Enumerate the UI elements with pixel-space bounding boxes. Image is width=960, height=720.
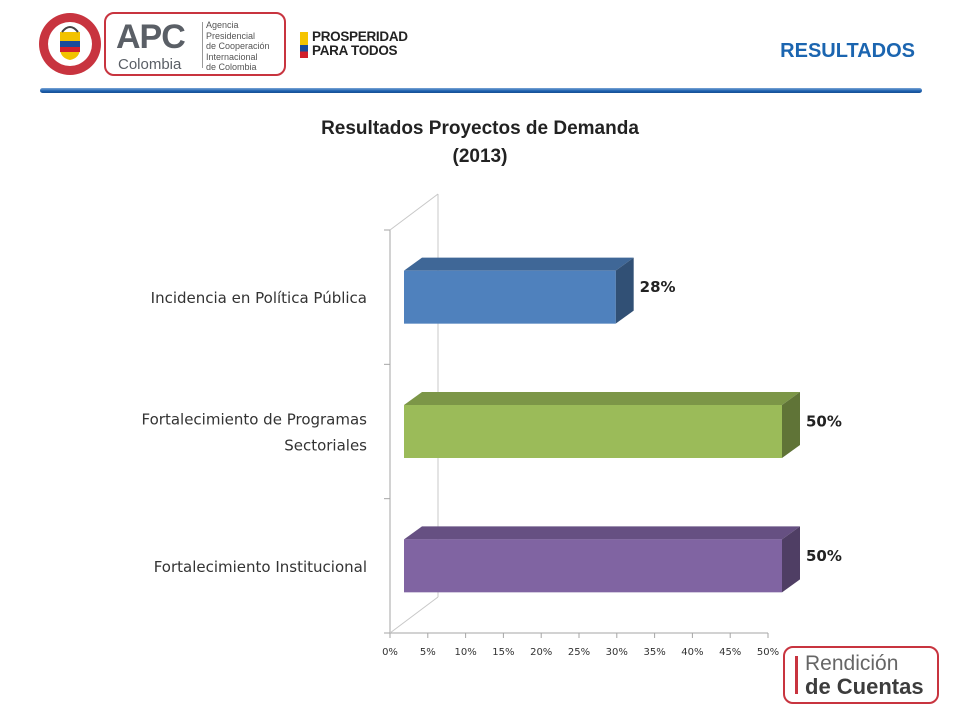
bar — [404, 405, 782, 458]
header: APC Colombia Agencia Presidencial de Coo… — [0, 0, 960, 100]
x-tick-label: 0% — [382, 647, 398, 658]
bar-side — [615, 257, 634, 324]
bar — [404, 270, 616, 324]
category-label: Sectoriales — [284, 437, 367, 455]
apc-line: Internacional — [206, 51, 258, 62]
bar-top — [404, 526, 800, 540]
apc-logo-separator — [202, 22, 203, 68]
rendicion-line-1: Rendición — [805, 652, 899, 675]
apc-logo-letters: APC — [116, 18, 186, 56]
rendicion-logo: Rendición de Cuentas — [783, 646, 939, 704]
bar-top — [404, 257, 634, 271]
prosperidad-line: PROSPERIDAD — [312, 29, 408, 44]
rendicion-bar — [795, 656, 798, 694]
x-tick-label: 50% — [757, 647, 779, 658]
chart-title: Resultados Proyectos de Demanda — [321, 118, 639, 139]
x-tick-label: 30% — [606, 647, 628, 658]
category-label: Fortalecimiento de Programas — [142, 411, 368, 429]
category-label: Incidencia en Política Pública — [151, 289, 367, 307]
bar-side — [782, 392, 800, 458]
bar-top — [404, 392, 800, 405]
apc-line: Agencia — [206, 20, 239, 30]
chart-subtitle: (2013) — [452, 146, 508, 167]
bar-side — [782, 526, 800, 593]
top-wall-edge — [389, 193, 439, 231]
data-label: 28% — [640, 278, 676, 296]
apc-logo: APC Colombia Agencia Presidencial de Coo… — [104, 12, 286, 76]
x-tick-label: 20% — [530, 647, 552, 658]
colombia-seal-icon — [39, 13, 101, 75]
x-tick-label: 15% — [492, 647, 514, 658]
data-label: 50% — [806, 413, 842, 431]
axis-depth-edge — [389, 596, 439, 634]
x-tick-label: 10% — [454, 647, 476, 658]
x-tick-label: 40% — [681, 647, 703, 658]
x-tick-label: 5% — [420, 647, 436, 658]
apc-line: Presidencial — [206, 30, 256, 41]
bar — [404, 539, 782, 593]
section-title: RESULTADOS — [780, 40, 915, 62]
x-tick-label: 35% — [643, 647, 665, 658]
prosperidad-line: PARA TODOS — [312, 43, 398, 58]
data-label: 50% — [806, 547, 842, 565]
x-tick-label: 45% — [719, 647, 741, 658]
prosperidad-text: PROSPERIDAD PARA TODOS — [312, 30, 408, 58]
apc-line: de Cooperación — [206, 41, 270, 51]
x-tick-label: 25% — [568, 647, 590, 658]
rendicion-line-2: de Cuentas — [805, 674, 924, 699]
header-divider — [40, 88, 922, 93]
apc-logo-country: Colombia — [118, 56, 182, 73]
apc-line: de Colombia — [206, 62, 257, 72]
category-label: Fortalecimiento Institucional — [154, 558, 367, 576]
apc-logo-text: Agencia Presidencial de Cooperación Inte… — [206, 20, 270, 73]
flag-bar-icon — [300, 32, 308, 58]
